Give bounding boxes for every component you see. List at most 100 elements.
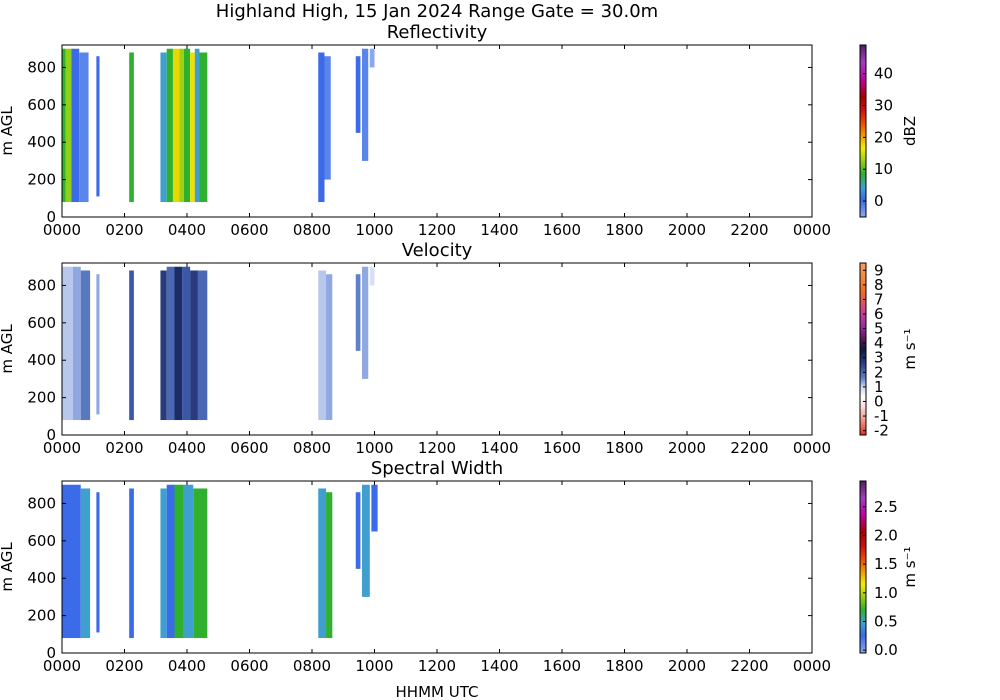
colorbar xyxy=(859,262,867,436)
x-tick-label: 0000 xyxy=(793,657,831,675)
data-swath-9 xyxy=(179,48,184,203)
data-swath-14 xyxy=(318,52,325,203)
data-swath-7 xyxy=(174,266,183,421)
x-tick-label: 1600 xyxy=(543,657,581,675)
colorbar-tick-label: 0.5 xyxy=(874,612,898,630)
data-swath-9 xyxy=(190,270,198,421)
data-swath-0 xyxy=(62,48,66,203)
data-swath-12 xyxy=(362,484,370,597)
data-swath-17 xyxy=(362,48,369,161)
colorbar-tick-label: 5 xyxy=(874,320,884,338)
data-swath-0 xyxy=(62,266,73,421)
y-tick-label: 200 xyxy=(27,171,56,189)
colorbar-tick-label: 8 xyxy=(874,276,884,294)
x-tick-label: 0400 xyxy=(168,657,206,675)
x-tick-label: 1800 xyxy=(605,439,643,457)
colorbar-label: m s⁻¹ xyxy=(901,328,919,369)
data-swath-8 xyxy=(182,266,191,421)
data-swath-13 xyxy=(199,52,208,203)
x-tick-label: 1600 xyxy=(543,221,581,239)
x-tick-label: 1200 xyxy=(418,657,456,675)
colorbar-tick-label: 10 xyxy=(874,160,893,178)
x-tick-label: 1400 xyxy=(480,657,518,675)
data-swath-1 xyxy=(80,488,91,639)
y-tick-label: 0 xyxy=(46,426,56,444)
data-swath-7 xyxy=(166,48,173,203)
y-tick-label: 600 xyxy=(27,96,56,114)
x-tick-label: 0000 xyxy=(43,439,81,457)
data-swath-2 xyxy=(96,492,100,633)
data-swath-6 xyxy=(160,52,167,203)
data-swath-9 xyxy=(318,488,327,639)
y-tick-label: 400 xyxy=(27,569,56,587)
x-tick-label: 0800 xyxy=(293,657,331,675)
x-tick-label: 2000 xyxy=(668,439,706,457)
data-layer xyxy=(62,48,375,203)
figure-xlabel: HHMM UTC xyxy=(396,683,479,700)
y-tick-label: 0 xyxy=(46,644,56,662)
x-tick-label: 0400 xyxy=(168,439,206,457)
colorbar-tick-label: 1 xyxy=(874,378,884,396)
x-tick-label: 0200 xyxy=(105,221,143,239)
x-tick-label: 1600 xyxy=(543,439,581,457)
data-swath-2 xyxy=(80,270,91,421)
colorbar-tick-label: 30 xyxy=(874,97,893,115)
x-tick-label: 0000 xyxy=(793,221,831,239)
x-tick-label: 2200 xyxy=(730,439,768,457)
x-tick-label: 0000 xyxy=(43,221,81,239)
data-swath-7 xyxy=(183,484,194,639)
data-swath-11 xyxy=(355,492,361,569)
colorbar-tick-label: 0 xyxy=(874,392,884,410)
colorbar-tick-label: 9 xyxy=(874,261,884,279)
data-swath-2 xyxy=(71,48,80,203)
colorbar-tick-label: 40 xyxy=(874,65,893,83)
data-swath-0 xyxy=(62,484,81,639)
data-swath-10 xyxy=(197,270,208,421)
data-swath-12 xyxy=(194,48,200,203)
y-tick-label: 600 xyxy=(27,532,56,550)
data-swath-8 xyxy=(193,488,208,639)
data-swath-8 xyxy=(172,48,180,203)
data-swath-16 xyxy=(355,56,361,133)
x-tick-label: 1000 xyxy=(355,657,393,675)
x-tick-label: 0000 xyxy=(793,439,831,457)
x-tick-label: 2000 xyxy=(668,657,706,675)
x-tick-label: 1400 xyxy=(480,439,518,457)
data-swath-3 xyxy=(96,274,100,415)
y-tick-label: 400 xyxy=(27,351,56,369)
data-swath-4 xyxy=(160,488,167,639)
data-layer xyxy=(62,266,375,421)
data-swath-3 xyxy=(129,488,134,639)
data-swath-5 xyxy=(160,270,167,421)
x-tick-label: 1400 xyxy=(480,221,518,239)
colorbar-tick-label: 0 xyxy=(874,192,884,210)
colorbar-tick-label: -1 xyxy=(874,407,889,425)
data-swath-4 xyxy=(129,270,134,421)
colorbar-tick-label: 2.0 xyxy=(874,526,898,544)
y-tick-label: 800 xyxy=(27,494,56,512)
y-tick-label: 0 xyxy=(46,208,56,226)
colorbar-label: dBZ xyxy=(901,116,919,146)
colorbar-tick-label: 6 xyxy=(874,305,884,323)
x-tick-label: 0200 xyxy=(105,439,143,457)
y-tick-label: 200 xyxy=(27,607,56,625)
x-tick-label: 1000 xyxy=(355,439,393,457)
colorbar-tick-label: 7 xyxy=(874,290,884,308)
colorbar-tick-label: 20 xyxy=(874,128,893,146)
colorbar-tick-label: -2 xyxy=(874,422,889,440)
x-tick-label: 2200 xyxy=(730,221,768,239)
data-swath-15 xyxy=(369,266,375,286)
x-tick-label: 1200 xyxy=(418,221,456,239)
y-tick-label: 200 xyxy=(27,389,56,407)
data-swath-11 xyxy=(190,52,195,203)
x-tick-label: 1000 xyxy=(355,221,393,239)
colorbar-tick-label: 1.5 xyxy=(874,555,898,573)
data-swath-6 xyxy=(166,266,175,421)
x-tick-label: 0800 xyxy=(293,439,331,457)
colorbar-tick-label: 4 xyxy=(874,334,884,352)
y-tick-label: 800 xyxy=(27,58,56,76)
data-swath-11 xyxy=(318,270,327,421)
x-tick-label: 0400 xyxy=(168,221,206,239)
